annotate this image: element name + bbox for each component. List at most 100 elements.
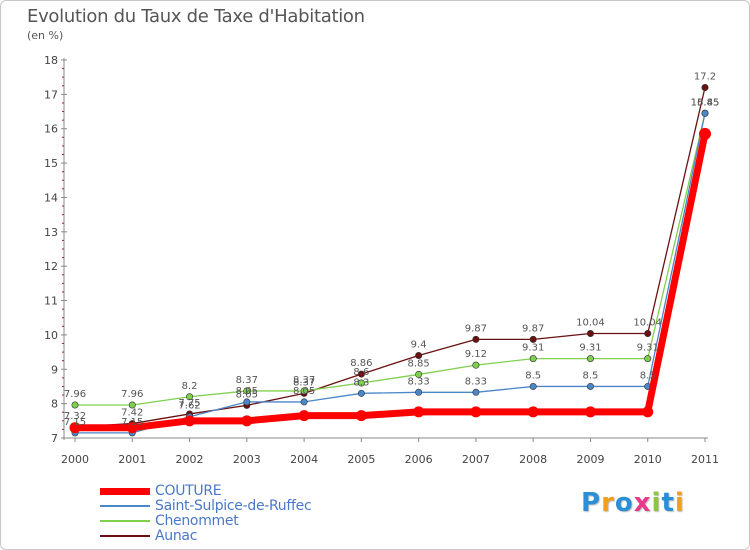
data-point bbox=[415, 352, 423, 360]
x-tick-label: 2011 bbox=[691, 453, 719, 466]
y-tick-label: 12 bbox=[44, 260, 58, 273]
data-point bbox=[644, 330, 652, 338]
data-label: 10.04 bbox=[633, 318, 662, 329]
data-label: 9.4 bbox=[411, 340, 427, 351]
data-labels: 7.15 7.15 7.62 8.05 8.05 8.3 8.33 8.33 8.5 8.5 8.5… bbox=[64, 71, 719, 427]
legend-swatch bbox=[100, 505, 150, 507]
data-label: 8.5 bbox=[640, 370, 656, 381]
data-label: 9.31 bbox=[637, 343, 659, 354]
data-label: 7.62 bbox=[178, 401, 200, 412]
data-point bbox=[586, 330, 594, 338]
axes: 7 8 9 10 11 12 13 14 15 16 17 18 2000 2001 2002 2003 200… bbox=[44, 54, 719, 466]
x-tick-label: 2008 bbox=[519, 453, 547, 466]
data-label: 9.31 bbox=[579, 343, 601, 354]
legend-swatch bbox=[100, 535, 150, 537]
y-tick-label: 10 bbox=[44, 329, 58, 342]
series-line-chenommet bbox=[74, 112, 706, 406]
data-point bbox=[243, 398, 251, 406]
data-point bbox=[699, 127, 711, 140]
data-point bbox=[357, 370, 365, 378]
data-label: 17.2 bbox=[694, 71, 716, 82]
data-point bbox=[701, 109, 709, 117]
x-tick-label: 2001 bbox=[118, 453, 146, 466]
data-label: 8.2 bbox=[182, 381, 198, 392]
x-tick-label: 2002 bbox=[176, 453, 204, 466]
data-label: 8.33 bbox=[465, 376, 487, 387]
x-tick-label: 2004 bbox=[290, 453, 318, 466]
legend-label: Chenommet bbox=[155, 513, 239, 529]
data-label: 7.96 bbox=[121, 389, 143, 400]
series-line-couture bbox=[71, 130, 709, 432]
data-label: 8.85 bbox=[408, 358, 430, 369]
y-tick-label: 9 bbox=[51, 363, 58, 376]
data-point bbox=[300, 387, 308, 395]
y-tick-label: 13 bbox=[44, 226, 58, 239]
data-point bbox=[584, 406, 596, 418]
data-label: 8.05 bbox=[293, 386, 315, 397]
y-tick-label: 11 bbox=[44, 295, 58, 308]
x-tick-label: 2007 bbox=[462, 453, 490, 466]
data-point bbox=[300, 398, 308, 406]
legend-label: Aunac bbox=[155, 528, 198, 544]
x-tick-label: 2006 bbox=[405, 453, 433, 466]
y-tick-label: 17 bbox=[44, 88, 58, 101]
data-label: 8.05 bbox=[236, 386, 258, 397]
data-label: 8.05 bbox=[236, 389, 258, 400]
y-tick-label: 8 bbox=[51, 398, 58, 411]
legend-label: Saint-Sulpice-de-Ruffec bbox=[155, 498, 312, 514]
data-label: 7.32 bbox=[64, 411, 86, 422]
data-point bbox=[71, 401, 79, 409]
data-label: 8.86 bbox=[350, 358, 372, 369]
data-label: 8.37 bbox=[236, 375, 258, 386]
chart-title: Evolution du Taux de Taxe d'Habitation bbox=[27, 6, 365, 27]
data-point bbox=[184, 415, 196, 427]
data-point bbox=[472, 361, 480, 369]
legend-label: COUTURE bbox=[155, 483, 222, 499]
logo-letter: t bbox=[661, 488, 675, 518]
y-tick-label: 14 bbox=[44, 191, 58, 204]
legend-swatch bbox=[100, 487, 150, 495]
logo-letter: P bbox=[581, 488, 602, 518]
chart-unit: (en %) bbox=[27, 29, 64, 42]
data-point bbox=[472, 388, 480, 396]
data-label: 8.37 bbox=[293, 377, 315, 388]
data-point bbox=[529, 355, 537, 363]
data-label: 7.15 bbox=[121, 417, 143, 428]
series-lines bbox=[69, 83, 711, 437]
data-label: 7.42 bbox=[121, 408, 143, 419]
legend-swatch bbox=[100, 520, 150, 522]
data-point bbox=[186, 393, 194, 401]
y-tick-label: 15 bbox=[44, 157, 58, 170]
data-point bbox=[298, 410, 310, 422]
logo-letter: i bbox=[674, 488, 685, 518]
data-point bbox=[586, 355, 594, 363]
y-tick-label: 18 bbox=[44, 54, 58, 67]
series-line-saint-sulpice-de-ruffec bbox=[74, 112, 706, 434]
data-label: 8.33 bbox=[408, 376, 430, 387]
data-point bbox=[642, 406, 654, 418]
data-label: 7.75 bbox=[178, 398, 200, 409]
data-point bbox=[241, 415, 253, 427]
data-point bbox=[701, 83, 709, 91]
data-label: 9.87 bbox=[465, 323, 487, 334]
x-tick-label: 2009 bbox=[576, 453, 604, 466]
data-label: 8.5 bbox=[525, 370, 541, 381]
x-tick-label: 2010 bbox=[634, 453, 662, 466]
logo-letter: i bbox=[651, 488, 662, 518]
data-point bbox=[355, 410, 367, 422]
data-point bbox=[529, 335, 537, 343]
data-label: 8.5 bbox=[583, 370, 599, 381]
data-point bbox=[128, 401, 136, 409]
data-label: 9.12 bbox=[465, 349, 487, 360]
data-point bbox=[586, 382, 594, 390]
data-point bbox=[243, 387, 251, 395]
data-label: 9.31 bbox=[522, 343, 544, 354]
proxiti-logo: Proxiti bbox=[581, 488, 685, 518]
data-point bbox=[357, 389, 365, 397]
data-label: 7.15 bbox=[64, 417, 86, 428]
x-tick-label: 2003 bbox=[233, 453, 261, 466]
series-line-aunac bbox=[74, 86, 706, 428]
data-label: 7.96 bbox=[64, 389, 86, 400]
